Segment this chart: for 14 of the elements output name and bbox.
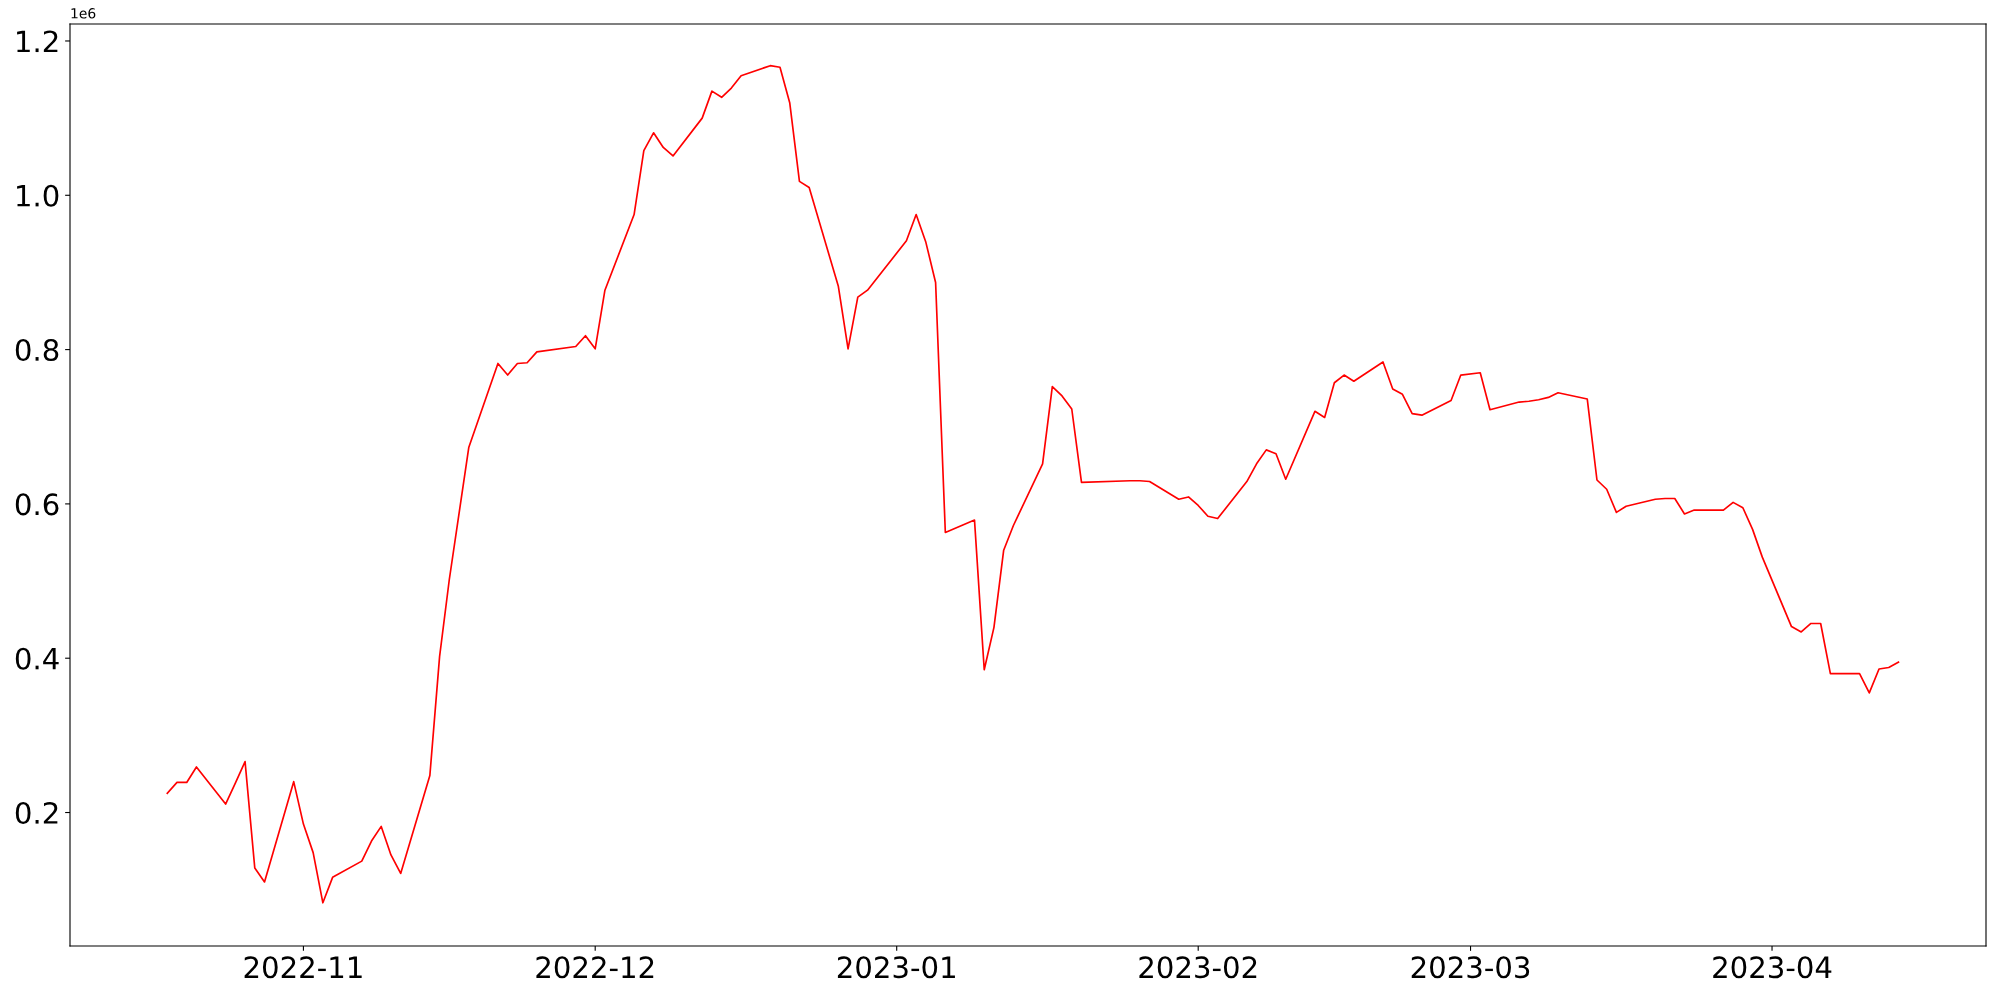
y-tick-label: 0.4: [15, 647, 59, 670]
x-tick-label: 2023-02: [1139, 956, 1257, 979]
y-tick-label: 1.0: [17, 184, 59, 207]
y-tick-label: 1.2: [17, 30, 58, 53]
y-tick-label: 0.2: [15, 801, 58, 825]
line-series: [166, 64, 1900, 904]
x-tick-label: 2022-11: [244, 956, 362, 979]
x-tick-label: 2023-01: [837, 956, 955, 979]
y-tick-label: 0.8: [15, 339, 59, 362]
x-tick-label: 2022-12: [536, 956, 654, 979]
x-tick-label: 2023-04: [1713, 956, 1832, 979]
y-tick-label: 0.6: [15, 493, 59, 516]
x-tick-label: 2023-03: [1411, 956, 1530, 979]
text: 1e6: [71, 8, 96, 19]
